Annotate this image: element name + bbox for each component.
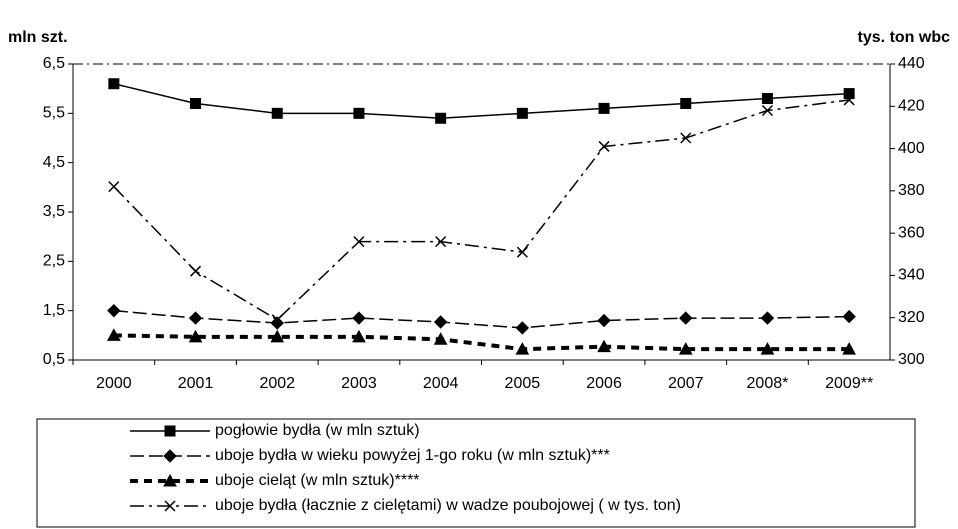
y2-tick-label: 360 — [898, 224, 925, 241]
data-point — [108, 181, 120, 193]
data-point — [679, 311, 693, 325]
data-point — [843, 94, 855, 106]
data-point — [190, 97, 202, 109]
data-point — [352, 311, 366, 325]
data-point — [270, 329, 285, 343]
data-point — [680, 132, 692, 144]
x-tick-label: 2004 — [423, 375, 459, 392]
data-point — [433, 315, 448, 329]
data-point — [435, 236, 447, 248]
x-tick-label: 2000 — [96, 375, 132, 392]
data-point — [190, 265, 202, 277]
data-point — [760, 311, 775, 325]
data-point — [270, 316, 284, 330]
data-point — [271, 314, 283, 326]
y-tick-label: 2,5 — [43, 253, 65, 270]
y2-tick-label: 400 — [898, 140, 925, 157]
y-tick-label: 1,5 — [43, 302, 65, 319]
series-line — [113, 309, 850, 329]
x-tick-label: 2001 — [178, 375, 214, 392]
data-point — [597, 339, 611, 353]
data-point — [842, 342, 856, 355]
data-point — [515, 342, 530, 355]
data-point — [352, 329, 366, 343]
y-tick-label: 6,5 — [43, 55, 65, 72]
x-tick-label: 2006 — [586, 375, 622, 392]
data-point — [435, 112, 447, 124]
data-point — [598, 140, 610, 152]
series-line — [113, 83, 850, 120]
legend-marker — [163, 449, 177, 463]
data-point — [678, 342, 693, 355]
data-point — [597, 313, 611, 328]
y-tick-label: 4,5 — [43, 154, 65, 171]
data-point — [188, 311, 203, 325]
x-tick-label: 2002 — [259, 375, 295, 392]
data-point — [107, 328, 121, 341]
y2-axis-label: tys. ton wbc — [858, 29, 951, 46]
data-point — [516, 246, 528, 258]
data-point — [188, 329, 203, 343]
y2-tick-label: 300 — [898, 351, 925, 368]
legend-marker — [163, 473, 177, 487]
data-point — [843, 88, 855, 100]
y-tick-label: 3,5 — [43, 203, 65, 220]
data-point — [761, 93, 773, 105]
data-point — [353, 107, 365, 119]
x-tick-label: 2003 — [341, 375, 377, 392]
y-tick-label: 0,5 — [43, 351, 65, 368]
data-point — [598, 102, 610, 114]
y2-tick-label: 380 — [898, 182, 925, 199]
x-tick-label: 2005 — [505, 375, 541, 392]
data-point — [761, 104, 773, 117]
data-point — [353, 236, 365, 248]
legend-marker — [164, 500, 176, 512]
y-tick-label: 5,5 — [43, 105, 65, 122]
series-line — [113, 333, 850, 352]
legend-label: uboje bydła (łacznie z cielętami) w wadz… — [215, 497, 681, 514]
data-point — [108, 78, 120, 90]
data-point — [842, 309, 856, 324]
y-axis-label: mln szt. — [8, 29, 68, 46]
y2-tick-label: 320 — [898, 309, 925, 326]
legend-box — [36, 418, 916, 528]
data-point — [271, 107, 283, 119]
data-point — [680, 97, 692, 109]
y2-tick-label: 420 — [898, 98, 925, 115]
data-point — [107, 303, 121, 318]
x-tick-label: 2008* — [747, 375, 789, 392]
series-line — [113, 99, 850, 321]
x-tick-label: 2007 — [668, 375, 704, 392]
y2-tick-label: 340 — [898, 267, 925, 284]
legend-marker — [164, 425, 176, 437]
data-point — [516, 107, 528, 119]
data-point — [433, 332, 448, 345]
data-point — [760, 342, 775, 355]
legend-label: pogłowie bydła (w mln sztuk) — [215, 422, 420, 439]
y2-tick-label: 440 — [898, 55, 925, 72]
legend-label: uboje bydła w wieku powyżej 1-go roku (w… — [215, 447, 610, 464]
legend-label: uboje cieląt (w mln sztuk)**** — [215, 472, 420, 489]
data-point — [515, 321, 530, 335]
x-tick-label: 2009** — [825, 375, 873, 392]
